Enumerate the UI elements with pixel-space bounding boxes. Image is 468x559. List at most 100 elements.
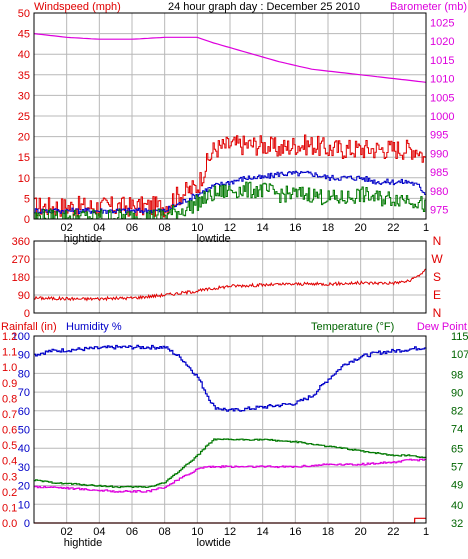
barometer-tick-label: 1000 <box>430 111 454 123</box>
rainfall-tick-label: 0.6 <box>2 425 17 437</box>
x-tick-label: 10 <box>191 526 203 538</box>
barometer-tick-label: 980 <box>430 186 448 198</box>
temperature-tick-label: 82 <box>451 405 463 417</box>
series-line-blue <box>34 170 427 215</box>
barometer-tick-label: 985 <box>430 167 448 179</box>
temperature-tick-label: 90 <box>451 387 463 399</box>
x-tick-label: 08 <box>159 222 171 234</box>
rainfall-tick-label: 0.0 <box>2 518 17 530</box>
temperature-tick-label: 65 <box>451 444 463 456</box>
barometer-tick-label: 975 <box>430 205 448 217</box>
compass-letter: S <box>433 270 441 284</box>
compass-letter: N <box>433 234 442 248</box>
humidity-tick-label: 0 <box>24 518 30 530</box>
x-tick-label: 02 <box>61 222 73 234</box>
wind-tick-label: 40 <box>18 49 30 61</box>
series-line-green <box>34 181 427 220</box>
compass-letter: E <box>433 288 441 302</box>
x-tick-label: 18 <box>322 526 334 538</box>
tide-label: hightide <box>64 233 103 245</box>
rainfall-tick-label: 0.4 <box>2 456 17 468</box>
rainfall-tick-label: 0.1 <box>2 502 17 514</box>
series-line-magenta <box>33 33 427 83</box>
temperature-tick-label: 32 <box>451 518 463 530</box>
x-tick-label: 04 <box>93 526 105 538</box>
wind-direction-line <box>33 268 427 302</box>
barometer-tick-label: 1010 <box>430 74 454 86</box>
humidity-tick-label: 30 <box>18 462 30 474</box>
rainfall-tick-label: 0.9 <box>2 378 17 390</box>
x-tick-label: 1 <box>423 526 429 538</box>
wind-tick-label: 50 <box>18 8 30 20</box>
x-tick-label: 14 <box>257 222 269 234</box>
wind-tick-label: 5 <box>24 193 30 205</box>
temperature-tick-label: 107 <box>451 349 468 361</box>
rainfall-tick-label: 1.2 <box>2 331 17 343</box>
windspeed-axis-label: Windspeed (mph) <box>34 1 121 13</box>
x-tick-label: 06 <box>126 526 138 538</box>
rainfall-axis-label: Rainfall (in) <box>1 321 57 333</box>
barometer-tick-label: 1015 <box>430 55 454 67</box>
direction-tick-label: 360 <box>12 236 30 248</box>
direction-tick-label: 90 <box>18 290 30 302</box>
x-tick-label: 08 <box>159 526 171 538</box>
x-tick-label: 22 <box>387 222 399 234</box>
rainfall-tick-label: 1.1 <box>2 347 17 359</box>
humidity-tick-label: 60 <box>18 406 30 418</box>
plot-frames <box>33 12 427 524</box>
temperature-tick-label: 49 <box>451 480 463 492</box>
humidity-tick-label: 40 <box>18 443 30 455</box>
chart-title: 24 hour graph day : December 25 2010 <box>168 1 360 13</box>
wind-tick-label: 45 <box>18 29 30 41</box>
x-tick-label: 18 <box>322 222 334 234</box>
humidity-tick-label: 80 <box>18 368 30 380</box>
tide-label: hightide <box>64 537 103 549</box>
humidity-tick-label: 50 <box>18 425 30 437</box>
x-tick-label: 1 <box>423 222 429 234</box>
wind-tick-label: 0 <box>24 214 30 226</box>
barometer-axis-label: Barometer (mb) <box>390 1 467 13</box>
plot-frame <box>33 240 427 314</box>
rainfall-tick-label: 0.3 <box>2 471 17 483</box>
tide-label: lowtide <box>197 537 231 549</box>
plot-frame <box>33 335 427 524</box>
humidity-tick-label: 100 <box>12 331 30 343</box>
x-tick-label: 22 <box>387 526 399 538</box>
x-tick-label: 02 <box>61 526 73 538</box>
x-tick-label: 14 <box>257 526 269 538</box>
temperature-tick-label: 74 <box>451 423 463 435</box>
temperature-tick-label: 40 <box>451 500 463 512</box>
tick-labels: 0510152025303540455097598098599099510001… <box>2 8 468 549</box>
humidity-axis-label: Humidity % <box>66 321 122 333</box>
humidity-tick-label: 10 <box>18 499 30 511</box>
rainfall-tick-label: 0.8 <box>2 393 17 405</box>
compass-letter: W <box>431 252 443 266</box>
wind-tick-label: 20 <box>18 132 30 144</box>
dewpoint-axis-label: Dew Point <box>417 321 467 333</box>
x-tick-label: 16 <box>289 526 301 538</box>
temperature-tick-label: 98 <box>451 369 463 381</box>
x-tick-label: 20 <box>355 222 367 234</box>
rainfall-tick-label: 0.2 <box>2 487 17 499</box>
x-tick-label: 10 <box>191 222 203 234</box>
series-line-magenta <box>34 458 427 493</box>
compass-letter: N <box>433 306 442 320</box>
barometer-tick-label: 1005 <box>430 92 454 104</box>
rainfall-tick-label: 1.0 <box>2 362 17 374</box>
x-tick-label: 04 <box>93 222 105 234</box>
humidity-tick-label: 20 <box>18 481 30 493</box>
temperature-axis-label: Temperature (°F) <box>311 321 394 333</box>
humidity-tick-label: 90 <box>18 350 30 362</box>
series-line-blue <box>34 344 427 412</box>
wind-tick-label: 30 <box>18 90 30 102</box>
humidity-tick-label: 70 <box>18 387 30 399</box>
plot-frame <box>33 12 427 220</box>
rainfall-tick-label: 0.7 <box>2 409 17 421</box>
wind-tick-label: 10 <box>18 173 30 185</box>
x-tick-label: 20 <box>355 526 367 538</box>
barometer-tick-label: 995 <box>430 130 448 142</box>
direction-tick-label: 270 <box>12 254 30 266</box>
x-tick-label: 16 <box>289 222 301 234</box>
